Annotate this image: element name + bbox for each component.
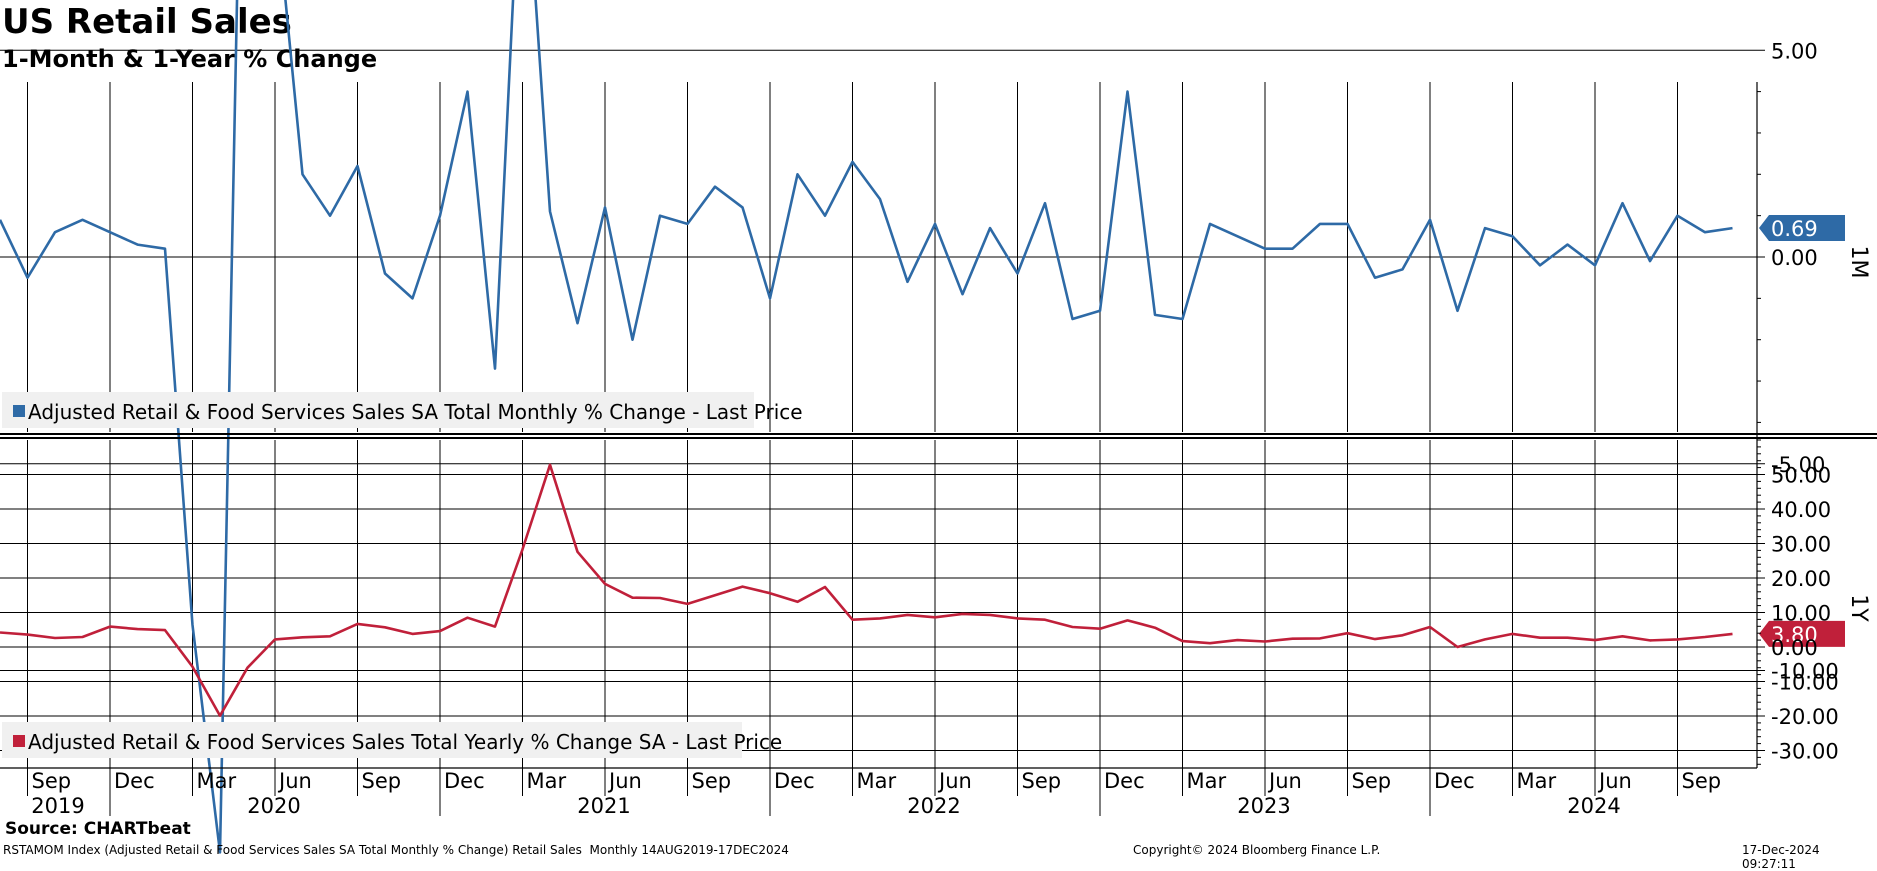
last-value-label: 3.80 [1771, 623, 1818, 647]
x-month-label: Sep [1682, 769, 1722, 793]
x-month-label: Jun [1597, 769, 1632, 793]
y-tick-label: -10.00 [1771, 671, 1839, 695]
source-label: Source: CHARTbeat [5, 819, 191, 839]
legend-layer: Adjusted Retail & Food Services Sales SA… [2, 392, 803, 758]
panel-tag: 1Y [1846, 594, 1871, 622]
series-layer: 0.69 3.80 [0, 0, 1845, 854]
y-tick-label: -10.00 [1771, 660, 1839, 684]
legend-box [2, 722, 742, 758]
x-month-label: Dec [1434, 769, 1475, 793]
x-month-label: Jun [607, 769, 642, 793]
y-tick-label: 20.00 [1771, 567, 1831, 591]
x-month-label: Jun [1267, 769, 1302, 793]
y-tick-label: 30.00 [1771, 533, 1831, 557]
y-tick-label: 0.00 [1771, 636, 1818, 660]
y-tick-label: -30.00 [1771, 740, 1839, 764]
last-value-badge [1759, 620, 1845, 647]
legend-label: Adjusted Retail & Food Services Sales To… [28, 730, 782, 754]
legend-label: Adjusted Retail & Food Services Sales SA… [28, 400, 803, 424]
timestamp-label: 17-Dec-2024 09:27:11 [1742, 843, 1820, 871]
x-month-label: Mar [527, 769, 567, 793]
x-month-label: Sep [1022, 769, 1062, 793]
last-value-label: 0.69 [1771, 217, 1818, 241]
last-value-badge [1759, 215, 1845, 242]
x-month-label: Jun [277, 769, 312, 793]
x-month-label: Jun [937, 769, 972, 793]
y-tick-label: -5.00 [1771, 453, 1825, 477]
x-month-label: Dec [1104, 769, 1145, 793]
x-month-label: Sep [32, 769, 72, 793]
series-line-1Y [0, 463, 1733, 718]
x-year-label: 2019 [31, 794, 84, 818]
x-year-label: 2022 [907, 794, 960, 818]
x-month-label: Mar [1187, 769, 1227, 793]
legend-box [2, 392, 754, 428]
x-month-label: Sep [362, 769, 402, 793]
y-tick-label: 0.00 [1771, 246, 1818, 270]
series-line-1M [0, 0, 1733, 854]
y-tick-label: 10.00 [1771, 602, 1831, 626]
y-tick-label: 40.00 [1771, 498, 1831, 522]
x-year-label: 2020 [247, 794, 300, 818]
chart-title: US Retail Sales [2, 2, 292, 42]
chart-subtitle: 1-Month & 1-Year % Change [2, 45, 378, 73]
x-month-label: Sep [692, 769, 732, 793]
legend-swatch [13, 405, 25, 417]
x-month-label: Dec [774, 769, 815, 793]
y-tick-label: -20.00 [1771, 705, 1839, 729]
panel-tag: 1M [1846, 246, 1871, 279]
copyright-label: Copyright© 2024 Bloomberg Finance L.P. [1133, 843, 1381, 857]
x-month-label: Dec [114, 769, 155, 793]
x-month-label: Mar [857, 769, 897, 793]
x-month-label: Sep [1352, 769, 1392, 793]
x-year-label: 2024 [1567, 794, 1620, 818]
x-month-label: Dec [444, 769, 485, 793]
x-month-label: Mar [1517, 769, 1557, 793]
y-tick-label: 5.00 [1771, 39, 1818, 63]
legend-swatch [13, 735, 25, 747]
x-year-label: 2021 [577, 794, 630, 818]
ticker-line: RSTAMOM Index (Adjusted Retail & Food Se… [3, 843, 789, 857]
y-tick-label: 50.00 [1771, 464, 1831, 488]
x-month-label: Mar [197, 769, 237, 793]
x-year-label: 2023 [1237, 794, 1290, 818]
